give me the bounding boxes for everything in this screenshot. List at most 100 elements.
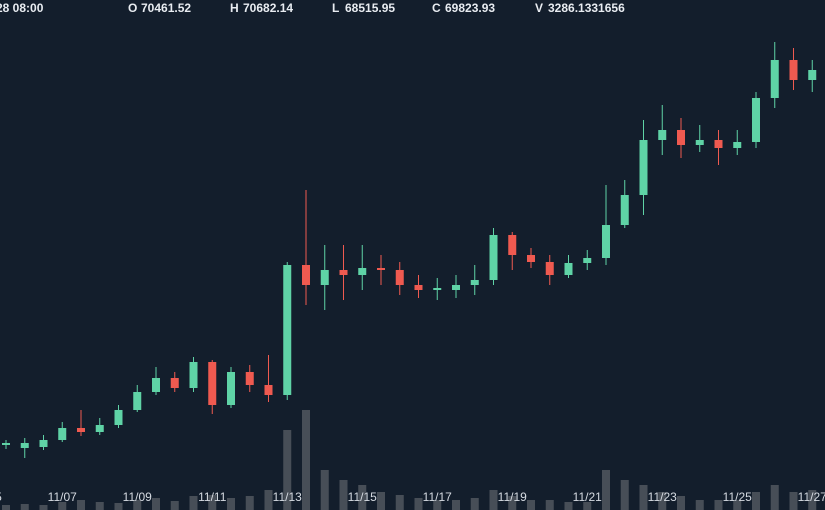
candle-body — [208, 362, 217, 405]
candle-body — [639, 140, 648, 195]
x-tick-label: 11/19 — [498, 490, 527, 504]
candle-body — [452, 285, 460, 290]
candle-body — [20, 443, 29, 448]
volume-bar — [358, 485, 367, 510]
candle-body — [508, 235, 517, 255]
candle-body — [114, 410, 123, 425]
volume-bar — [452, 500, 460, 510]
candle-body — [170, 378, 179, 388]
volume-bar — [752, 492, 760, 510]
volume-bar — [639, 485, 648, 510]
volume-bar — [170, 501, 179, 510]
candle-body — [752, 98, 760, 142]
candle-body — [695, 140, 704, 145]
volume-bar — [414, 498, 423, 510]
candle-body — [227, 372, 235, 405]
volume-bar — [395, 495, 404, 510]
candle-body — [339, 270, 348, 275]
volume-bar — [527, 500, 535, 510]
volume-bar — [20, 504, 29, 510]
header-field-value: 69823.93 — [445, 1, 495, 15]
candle-body — [133, 392, 142, 410]
header-field-label: C — [432, 1, 441, 15]
candle-body — [2, 443, 10, 445]
volume-bar — [545, 500, 554, 510]
volume-bar — [320, 470, 329, 510]
candle-body — [527, 255, 535, 262]
candle-body — [470, 280, 479, 285]
header-time: 28 08:00 — [0, 1, 44, 15]
volume-bar — [302, 410, 310, 510]
volume-bar — [264, 490, 273, 510]
x-tick-label: 11/27 — [798, 490, 825, 504]
volume-bar — [489, 490, 498, 510]
candle-body — [302, 265, 310, 285]
candle-body — [58, 428, 67, 440]
volume-bar — [377, 492, 385, 510]
volume-bar — [658, 492, 667, 510]
x-tick-label: 11/23 — [648, 490, 677, 504]
volume-bar — [339, 480, 348, 510]
x-tick-label: 11/11 — [198, 490, 227, 504]
x-tick-label: 11/13 — [273, 490, 302, 504]
volume-bar — [114, 503, 123, 510]
candle-body — [377, 268, 385, 270]
candle-body — [320, 270, 329, 285]
x-tick-label: 11/09 — [123, 490, 152, 504]
candle-body — [358, 268, 367, 275]
candle-body — [808, 70, 817, 80]
volume-bar — [133, 500, 142, 510]
candle-body — [264, 385, 273, 395]
volume-bar — [677, 496, 685, 510]
candle-body — [39, 440, 48, 447]
volume-bar — [714, 500, 723, 510]
candle-body — [789, 60, 798, 80]
volume-bar — [283, 430, 292, 510]
volume-bar — [470, 498, 479, 510]
volume-bar — [39, 505, 48, 510]
candle-body — [602, 225, 610, 258]
candle-body — [189, 362, 198, 388]
candle-body — [77, 428, 85, 432]
candle-body — [658, 130, 667, 140]
volume-bar — [808, 490, 817, 510]
volume-bar — [77, 500, 85, 510]
volume-bar — [189, 496, 198, 510]
volume-bar — [433, 500, 442, 510]
header-field-label: H — [230, 1, 239, 15]
volume-bar — [695, 500, 704, 510]
volume-bar — [620, 480, 629, 510]
header-field-label: O — [128, 1, 137, 15]
candle-body — [677, 130, 685, 145]
candle-body — [583, 258, 592, 263]
header-field-value: 70461.52 — [141, 1, 191, 15]
volume-bar — [208, 495, 217, 510]
candle-body — [414, 285, 423, 290]
x-tick-label: 11/17 — [423, 490, 452, 504]
candle-body — [152, 378, 160, 392]
x-tick-label: 11/25 — [723, 490, 752, 504]
candle-body — [95, 425, 104, 432]
volume-bar — [583, 502, 592, 510]
candle-body — [733, 142, 742, 148]
header-field-value: 68515.95 — [345, 1, 395, 15]
volume-bar — [152, 498, 160, 510]
candle-body — [620, 195, 629, 225]
x-tick-label: 11/15 — [348, 490, 377, 504]
volume-bar — [564, 502, 573, 510]
header-field-value: 70682.14 — [243, 1, 293, 15]
x-tick-label: 11/21 — [573, 490, 602, 504]
volume-bar — [227, 498, 235, 510]
x-tick-label: 11/07 — [48, 490, 77, 504]
x-tick-label: 11/05 — [0, 490, 2, 504]
candle-body — [433, 288, 442, 290]
candle-body — [489, 235, 498, 280]
candle-body — [770, 60, 779, 98]
volume-bar — [770, 485, 779, 510]
volume-bar — [58, 502, 67, 510]
candle-body — [245, 372, 254, 385]
candle-body — [714, 140, 723, 148]
volume-bar — [2, 505, 10, 510]
candle-body — [545, 262, 554, 275]
